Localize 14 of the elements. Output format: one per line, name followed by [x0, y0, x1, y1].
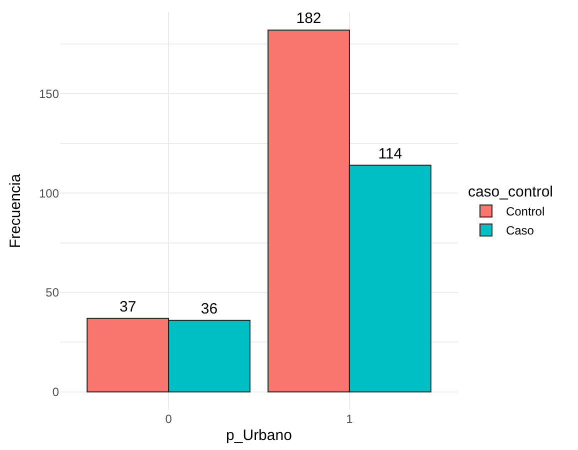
- y-tick-label: 50: [46, 286, 60, 300]
- data-label: 114: [378, 145, 402, 162]
- x-axis-title: p_Urbano: [226, 427, 292, 444]
- y-tick-label: 0: [52, 385, 60, 400]
- y-axis-title: Frecuencia: [7, 173, 24, 248]
- y-tick-label: 150: [38, 86, 60, 101]
- legend-title: caso_control: [468, 184, 554, 200]
- data-label: 182: [296, 10, 322, 28]
- data-label: 37: [120, 298, 136, 316]
- data-label: 36: [200, 300, 218, 318]
- y-tick-label: 100: [38, 186, 60, 200]
- x-tick-label: 1: [346, 412, 354, 426]
- legend-label: Caso: [506, 224, 534, 238]
- legend-label: Control: [506, 204, 545, 219]
